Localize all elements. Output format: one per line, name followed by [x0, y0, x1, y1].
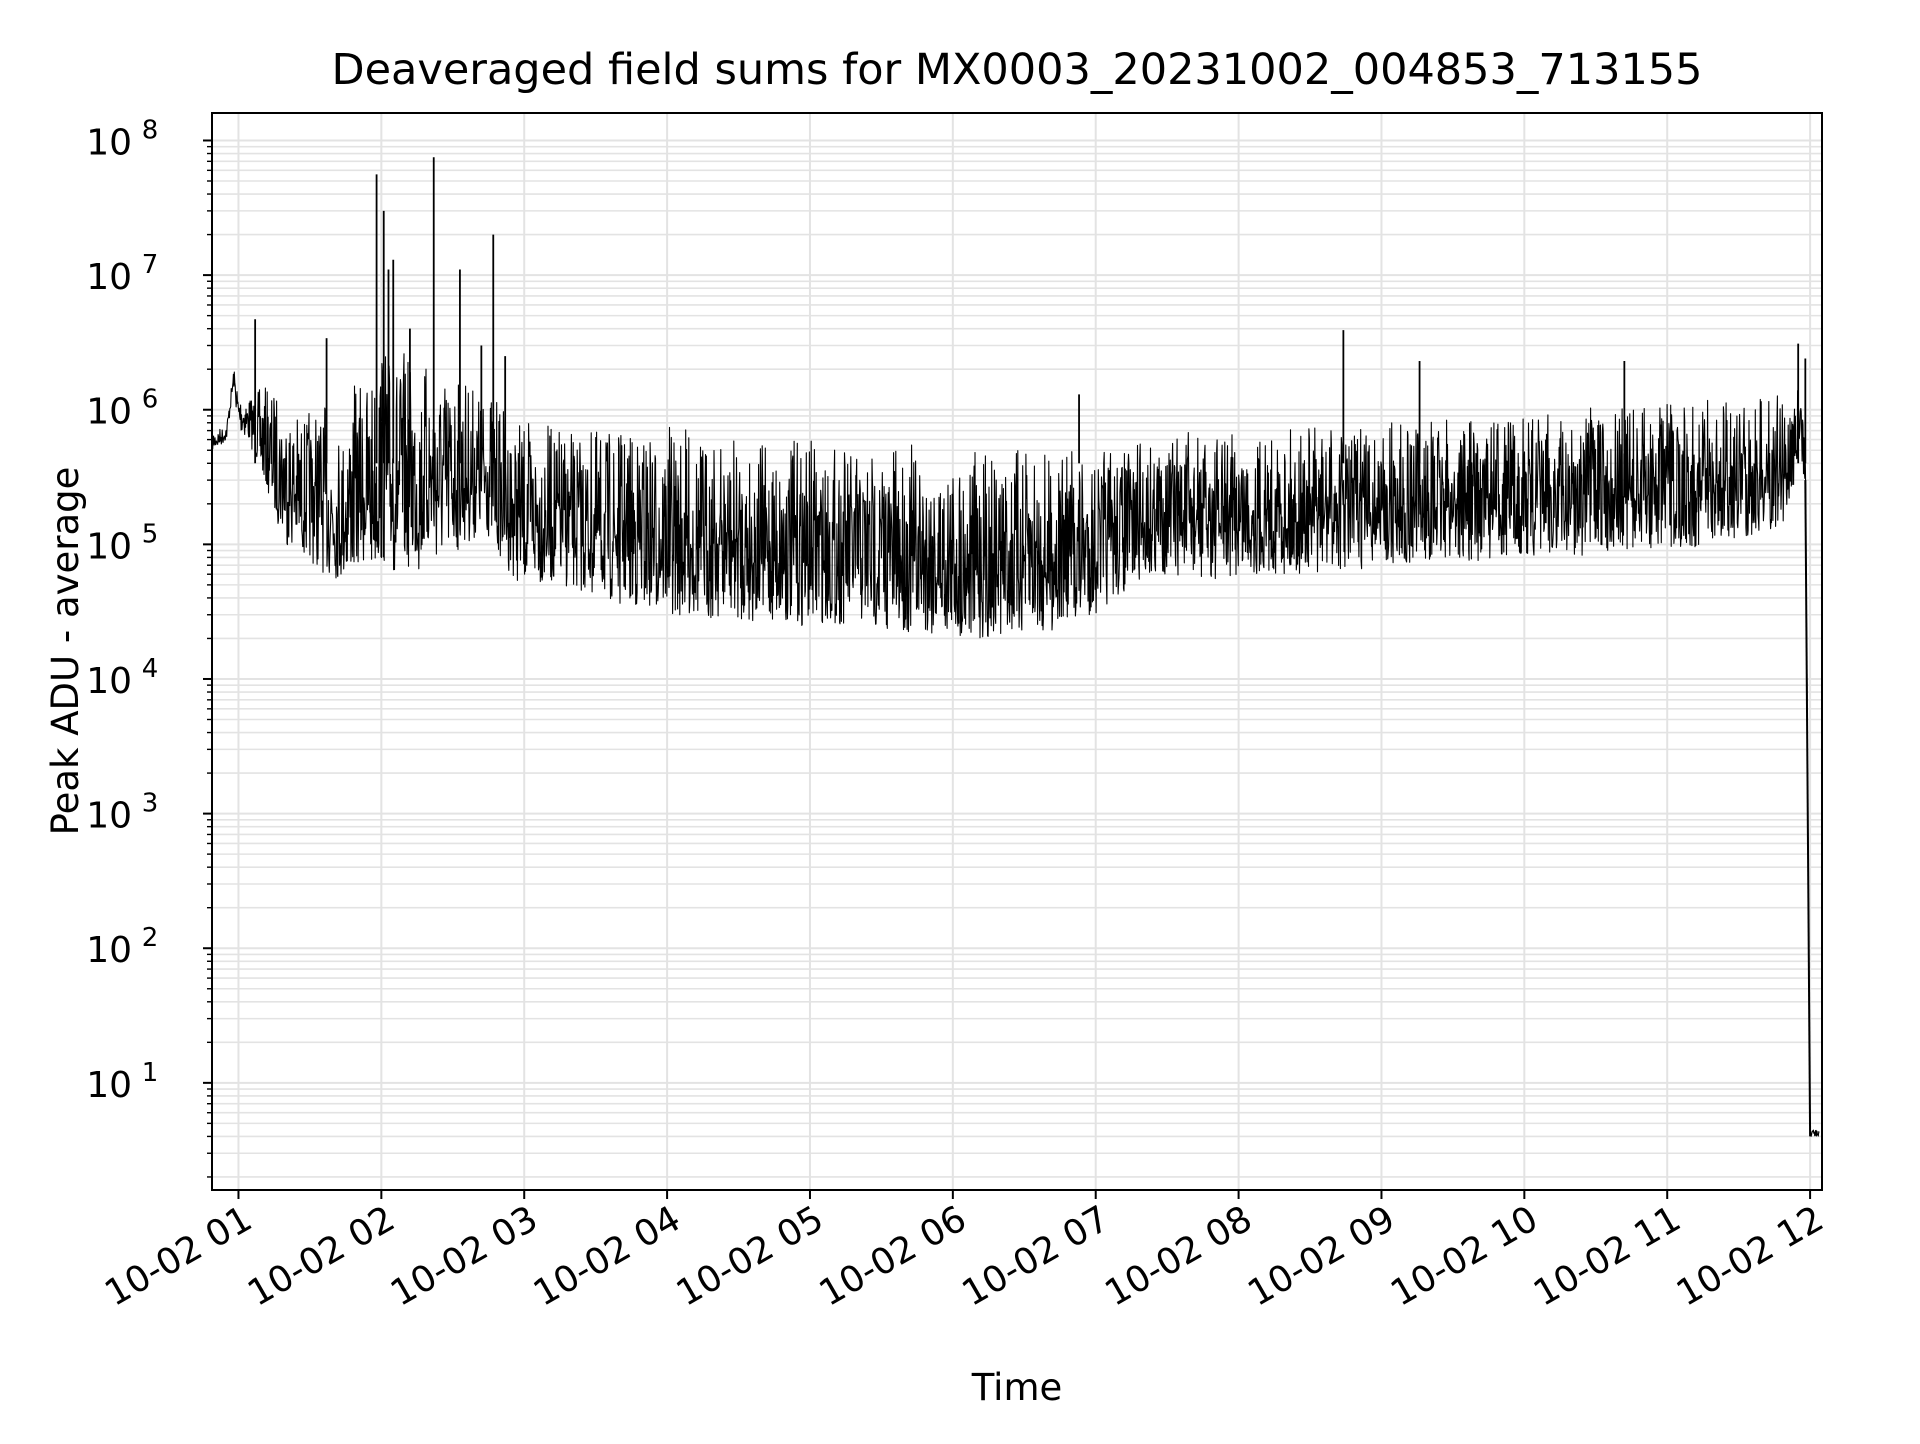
y-axis-label: Peak ADU - average: [44, 467, 87, 836]
y-tick-exponent: 5: [142, 519, 159, 549]
y-tick-label: 10: [86, 1065, 132, 1106]
y-tick-exponent: 6: [142, 385, 159, 415]
y-tick-exponent: 3: [142, 789, 159, 819]
y-tick-base: 10: [86, 1065, 132, 1106]
chart-title: Deaveraged field sums for MX0003_2023100…: [331, 45, 1702, 95]
x-axis-label: Time: [971, 1366, 1063, 1409]
y-tick-label: 10: [86, 661, 132, 702]
y-tick-base: 10: [86, 122, 132, 163]
y-tick-label: 10: [86, 526, 132, 567]
y-tick-exponent: 7: [142, 250, 159, 280]
y-tick-label: 10: [86, 930, 132, 971]
y-tick-label: 10: [86, 122, 132, 163]
y-tick-base: 10: [86, 392, 132, 433]
data-series-line: [211, 353, 1820, 1137]
plot-frame: [211, 112, 1823, 1191]
y-tick-base: 10: [86, 257, 132, 298]
y-tick-exponent: 4: [142, 654, 159, 684]
y-tick-base: 10: [86, 930, 132, 971]
y-tick-exponent: 8: [142, 115, 159, 145]
y-tick-base: 10: [86, 661, 132, 702]
y-tick-exponent: 2: [142, 923, 159, 953]
data-drop-line: [1804, 480, 1812, 1137]
y-tick-label: 10: [86, 796, 132, 837]
grid-layer: [212, 113, 1822, 1190]
series-layer: [211, 157, 1820, 1137]
y-tick-exponent: 1: [142, 1058, 159, 1088]
y-tick-base: 10: [86, 526, 132, 567]
y-tick-label: 10: [86, 392, 132, 433]
y-tick-base: 10: [86, 796, 132, 837]
y-tick-label: 10: [86, 257, 132, 298]
